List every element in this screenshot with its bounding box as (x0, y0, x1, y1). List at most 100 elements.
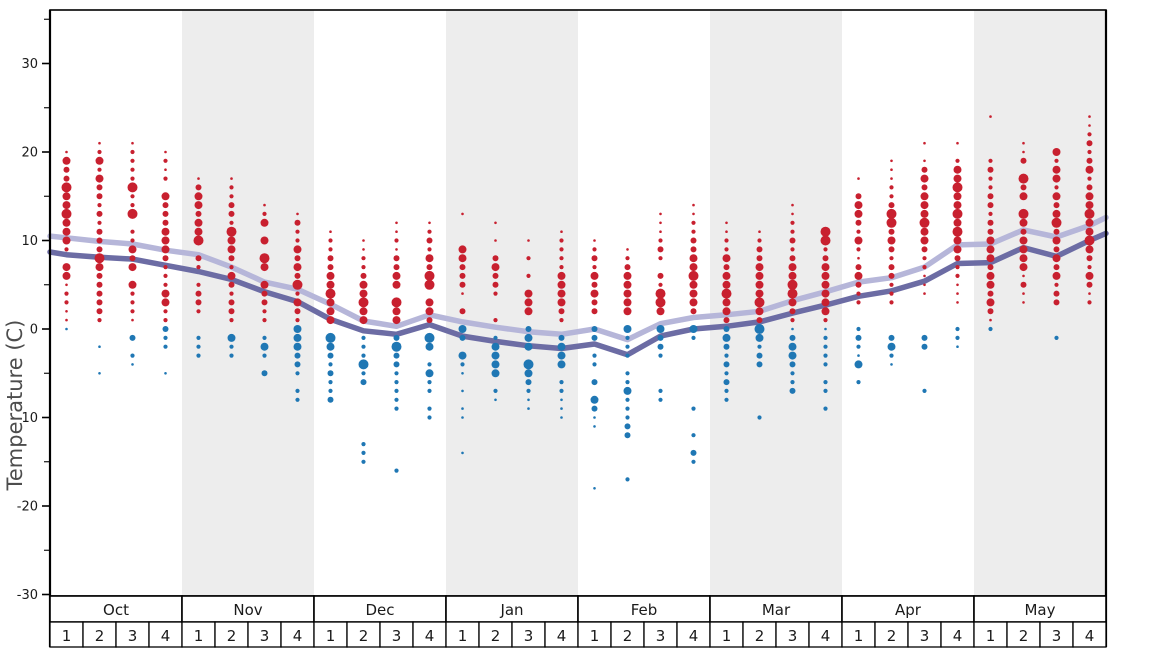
red-temp-dot (64, 291, 69, 296)
red-temp-dot (361, 256, 366, 261)
blue-temp-dot (460, 362, 465, 367)
red-temp-dot (493, 291, 498, 296)
month-label: Jan (499, 601, 523, 619)
red-temp-dot (988, 158, 993, 163)
red-temp-dot (725, 221, 728, 225)
red-temp-dot (1085, 192, 1094, 201)
red-temp-dot (130, 194, 135, 199)
red-temp-dot (857, 256, 860, 260)
red-temp-dot (226, 226, 237, 237)
red-temp-dot (689, 298, 698, 307)
red-temp-dot (886, 208, 897, 219)
red-temp-dot (921, 166, 928, 173)
red-temp-dot (526, 273, 531, 278)
blue-temp-dot (361, 371, 366, 376)
red-temp-dot (623, 280, 632, 289)
red-temp-dot (62, 156, 71, 165)
blue-temp-dot (461, 451, 464, 455)
red-temp-dot (889, 291, 894, 296)
red-temp-dot (591, 255, 598, 262)
red-temp-dot (559, 256, 564, 261)
blue-temp-dot (756, 361, 763, 368)
week-cell (610, 621, 645, 648)
red-temp-dot (921, 184, 928, 191)
red-temp-dot (987, 308, 994, 315)
week-cell (973, 621, 1008, 648)
red-temp-dot (228, 210, 235, 217)
red-temp-dot (62, 236, 71, 245)
red-temp-dot (986, 254, 995, 263)
week-cell (445, 621, 480, 648)
blue-temp-dot (458, 351, 467, 360)
month-label: Nov (233, 601, 262, 619)
blue-temp-dot (956, 345, 959, 349)
red-temp-dot (659, 212, 662, 216)
week-label: 3 (524, 627, 534, 645)
blue-temp-dot (625, 477, 630, 482)
red-temp-dot (1085, 165, 1094, 174)
blue-temp-dot (325, 332, 336, 343)
red-temp-dot (655, 297, 666, 308)
red-temp-dot (1020, 157, 1027, 164)
red-temp-dot (424, 270, 435, 281)
blue-temp-dot (887, 342, 896, 351)
blue-temp-dot (491, 369, 500, 378)
blue-temp-dot (722, 333, 731, 342)
week-label: 1 (722, 627, 732, 645)
blue-temp-dot (658, 397, 663, 402)
week-cell (82, 621, 117, 648)
red-temp-dot (326, 298, 335, 307)
shaded-band-May (974, 10, 1106, 596)
month-cell-Apr (841, 595, 975, 623)
blue-temp-dot (788, 342, 797, 351)
red-temp-dot (262, 211, 267, 216)
red-temp-dot (65, 150, 68, 154)
red-temp-dot (294, 219, 301, 226)
red-temp-dot (560, 230, 563, 233)
red-temp-dot (391, 297, 402, 308)
red-temp-dot (260, 263, 269, 272)
red-temp-dot (162, 219, 169, 226)
week-cell (511, 621, 546, 648)
blue-temp-dot (988, 326, 993, 332)
red-temp-dot (952, 182, 963, 193)
blue-temp-dot (196, 335, 201, 340)
red-temp-dot (229, 185, 234, 190)
red-temp-dot (163, 282, 168, 287)
red-temp-dot (557, 271, 566, 280)
red-temp-dot (1052, 165, 1061, 174)
blue-temp-dot (293, 325, 302, 333)
blue-temp-dot (229, 353, 234, 358)
blue-temp-dot (524, 333, 533, 342)
blue-temp-dot (328, 388, 333, 393)
red-temp-dot (1022, 292, 1025, 295)
red-temp-dot (725, 230, 728, 233)
week-label: 1 (326, 627, 336, 645)
red-temp-dot (128, 280, 137, 289)
red-temp-dot (1086, 281, 1093, 288)
red-temp-dot (954, 255, 961, 262)
red-temp-dot (491, 263, 500, 272)
red-temp-dot (393, 264, 400, 271)
week-label: 4 (821, 627, 831, 645)
blue-temp-dot (525, 379, 532, 386)
red-temp-dot (889, 194, 894, 199)
red-temp-dot (788, 271, 797, 280)
red-temp-dot (856, 247, 861, 252)
red-temp-dot (626, 248, 629, 251)
shaded-band-Mar (710, 10, 842, 596)
red-temp-dot (989, 318, 992, 322)
red-temp-dot (1052, 271, 1061, 280)
red-temp-dot (526, 256, 531, 261)
red-temp-dot (127, 182, 138, 193)
shaded-band-Jan (446, 10, 578, 596)
red-temp-dot (97, 318, 102, 323)
red-temp-dot (988, 176, 993, 181)
red-temp-dot (1085, 201, 1094, 210)
red-temp-dot (856, 229, 861, 234)
week-cell (379, 621, 414, 648)
blue-temp-dot (493, 388, 498, 393)
blue-temp-dot (560, 416, 563, 419)
red-temp-dot (920, 227, 929, 236)
red-temp-dot (1084, 235, 1095, 246)
